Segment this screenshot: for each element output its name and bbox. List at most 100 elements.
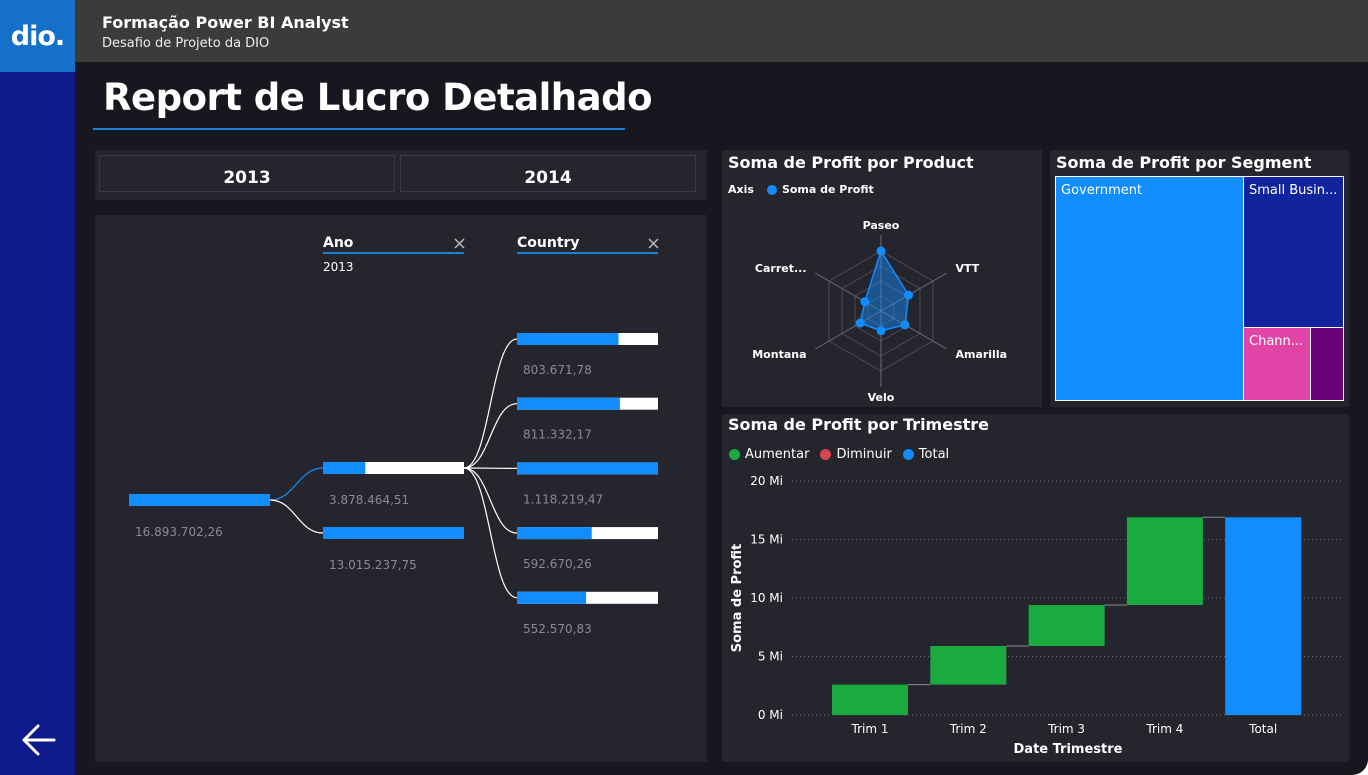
tree-connectors [269, 338, 518, 599]
radar-point[interactable] [876, 326, 886, 336]
year-nodes: 3.878.464,51 13.015.237,75 [323, 462, 464, 572]
treemap-label: Small Busin... [1249, 183, 1338, 198]
radar-point[interactable] [876, 246, 886, 256]
year-bar[interactable] [323, 462, 366, 474]
y-tick-label: 5 Mi [758, 650, 783, 664]
decomposition-tree: Ano 2013 Country 16.893.702,26 3.878.464… [95, 215, 707, 762]
legend-dot-decrease [820, 449, 832, 460]
x-tick-label: Trim 3 [1047, 722, 1085, 736]
radar-axis-label: Carret... [755, 262, 807, 275]
waterfall-bar[interactable] [1028, 605, 1105, 646]
radar-axis-label: Paseo [863, 219, 900, 232]
waterfall-bar[interactable] [1225, 517, 1302, 715]
legend-label-total[interactable]: Total [918, 447, 950, 462]
radar-title: Soma de Profit por Product [728, 153, 974, 172]
root-bar[interactable] [129, 494, 270, 506]
treemap-label: Chann... [1249, 334, 1304, 349]
country-bar[interactable] [517, 397, 620, 410]
year-value: 3.878.464,51 [329, 493, 409, 507]
legend-label-decrease[interactable]: Diminuir [836, 447, 892, 462]
legend-dot [766, 184, 777, 195]
waterfall-bar[interactable] [832, 684, 908, 715]
radar-axis-line [880, 310, 948, 350]
treemap-title: Soma de Profit por Segment [1056, 153, 1312, 172]
treemap-cell-other[interactable] [1310, 327, 1344, 401]
year-slicer: 2013 2014 [95, 150, 707, 200]
radar-visual: Soma de Profit por Product Axis Soma de … [722, 150, 1042, 407]
country-value: 592.670,26 [523, 557, 592, 571]
x-tick-label: Trim 2 [949, 722, 987, 736]
treemap-cell-government[interactable]: Government [1055, 176, 1244, 401]
close-icon[interactable] [454, 238, 465, 249]
tree-link [269, 499, 324, 534]
slicer-option-2014[interactable]: 2014 [400, 155, 696, 192]
decomposition-tree-svg: Ano 2013 Country 16.893.702,26 3.878.464… [129, 235, 659, 636]
country-value: 1.118.219,47 [523, 492, 603, 506]
header-bar: Formação Power BI Analyst Desafio de Pro… [75, 0, 1368, 62]
country-value: 811.332,17 [523, 428, 592, 442]
level-header-country: Country [517, 235, 580, 251]
level-selected-value: 2013 [323, 260, 354, 274]
radar-axis-line [880, 272, 948, 312]
legend-axis-label: Axis [728, 183, 754, 196]
x-axis-label: Date Trimestre [1014, 742, 1123, 757]
waterfall-chart: Soma de Profit Date Trimestre 0 Mi 5 Mi 10… [730, 474, 1342, 757]
tree-link [463, 403, 518, 469]
y-tick-label: 0 Mi [758, 708, 783, 722]
radar-axis-label: Velo [868, 391, 895, 404]
radar-axis-line [814, 310, 882, 350]
radar-chart: Paseo VTT Amarilla Velo Montana Carret... [752, 219, 1007, 404]
radar-point[interactable] [900, 320, 910, 330]
tree-link [463, 467, 518, 534]
radar-point[interactable] [904, 290, 914, 300]
country-bar[interactable] [517, 462, 658, 475]
arrow-left-icon [22, 724, 56, 756]
radar-point[interactable] [855, 318, 865, 328]
treemap-label: Government [1061, 183, 1143, 198]
waterfall-legend: Aumentar Diminuir Total [729, 447, 949, 462]
country-bar[interactable] [517, 591, 587, 604]
country-bar[interactable] [517, 527, 592, 540]
radar-axis-label: Montana [752, 348, 806, 361]
logo-text: dio. [10, 20, 65, 52]
waterfall-bar[interactable] [1126, 517, 1203, 606]
y-tick-label: 20 Mi [750, 474, 783, 488]
x-tick-label: Trim 1 [851, 722, 889, 736]
y-tick-label: 15 Mi [750, 533, 783, 547]
y-axis-label: Soma de Profit [730, 544, 745, 653]
year-value: 13.015.237,75 [329, 558, 417, 572]
country-value: 803.671,78 [523, 363, 592, 377]
sidebar: dio. [0, 0, 75, 775]
country-bar[interactable] [517, 333, 619, 345]
x-tick-label: Trim 4 [1145, 722, 1183, 736]
waterfall-visual: Soma de Profit por Trimestre Aumentar Di… [722, 414, 1349, 762]
legend-series-label: Soma de Profit [781, 183, 874, 196]
treemap-cell-channel[interactable]: Chann... [1243, 327, 1311, 401]
back-button[interactable] [20, 722, 58, 758]
treemap-cell-small-business[interactable]: Small Busin... [1243, 176, 1344, 328]
waterfall-bar[interactable] [930, 645, 1007, 685]
legend-label-increase[interactable]: Aumentar [745, 447, 810, 462]
title-underline [93, 128, 625, 130]
tree-link [269, 467, 324, 501]
radar-point[interactable] [860, 297, 870, 307]
legend-dot-increase [729, 449, 740, 460]
radar-legend: Axis Soma de Profit [728, 183, 874, 196]
waterfall-title: Soma de Profit por Trimestre [728, 415, 989, 434]
x-tick-label: Total [1248, 722, 1277, 736]
level-header-ano: Ano [323, 235, 354, 251]
root-value: 16.893.702,26 [135, 525, 223, 539]
close-icon[interactable] [648, 238, 659, 249]
radar-axis-line [814, 272, 882, 312]
year-bar[interactable] [323, 527, 464, 539]
dio-logo[interactable]: dio. [0, 0, 75, 72]
page-title: Report de Lucro Detalhado [103, 76, 653, 119]
header-title: Formação Power BI Analyst [102, 13, 349, 32]
slicer-option-2013[interactable]: 2013 [99, 155, 395, 192]
tree-link [463, 467, 518, 599]
radar-axis-label: VTT [955, 262, 979, 275]
legend-dot-total [902, 449, 914, 460]
tree-link [463, 338, 518, 469]
radar-axis-label: Amarilla [955, 348, 1007, 361]
